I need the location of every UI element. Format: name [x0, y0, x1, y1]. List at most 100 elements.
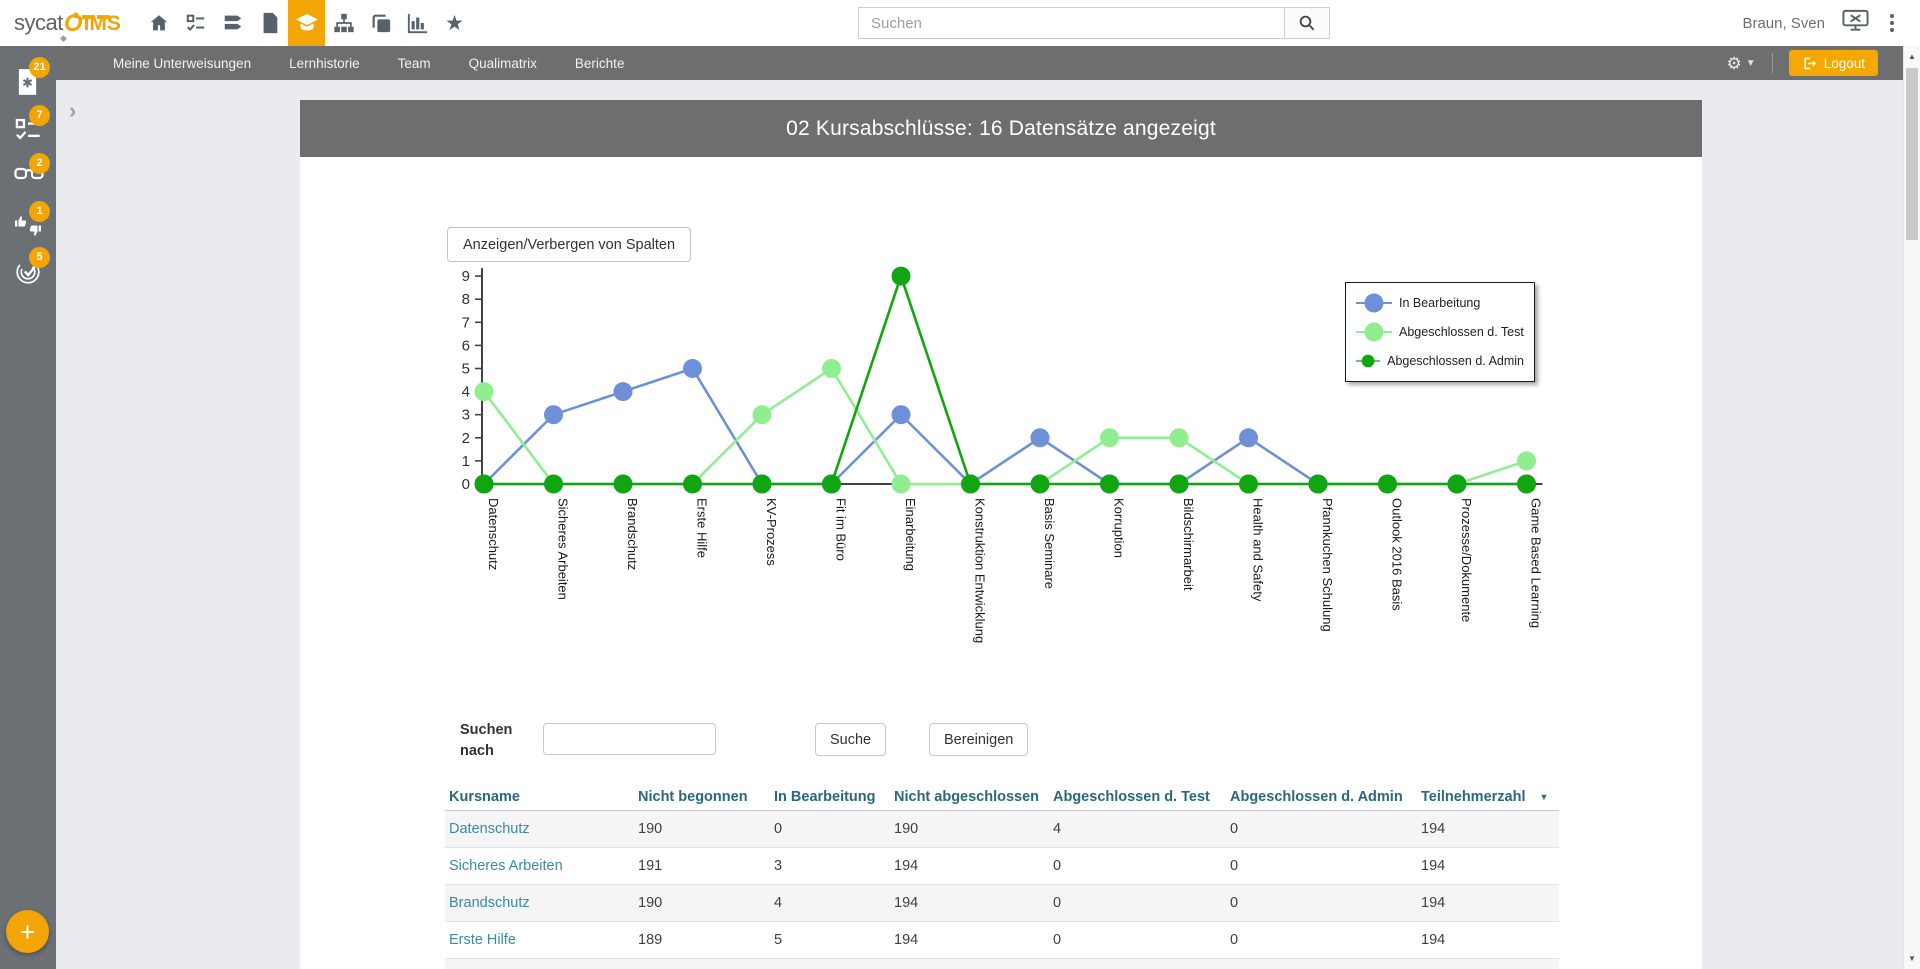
course-table: Kursname Nicht begonnen In Bearbeitung N… — [445, 783, 1559, 959]
data-point[interactable] — [683, 359, 702, 378]
settings-gear-icon[interactable]: ⚙ ▼ — [1726, 53, 1756, 73]
sitemap-icon[interactable] — [325, 0, 362, 46]
data-point[interactable] — [683, 474, 702, 494]
data-point[interactable] — [1239, 428, 1258, 448]
data-point[interactable] — [1169, 474, 1189, 494]
home-icon[interactable] — [140, 0, 177, 46]
report-panel: 02 Kursabschlüsse: 16 Datensätze angezei… — [300, 100, 1702, 969]
data-point[interactable] — [1169, 428, 1189, 448]
legend-item[interactable]: Abgeschlossen d. Test — [1356, 321, 1524, 343]
global-search-input[interactable] — [858, 7, 1285, 39]
x-category-label: KV-Prozess — [764, 498, 779, 566]
cell-abgeschlossen-admin: 0 — [1230, 858, 1239, 874]
course-name-link[interactable]: Sicheres Arbeiten — [449, 858, 563, 874]
nav-qualimatrix[interactable]: Qualimatrix — [468, 55, 537, 71]
app-logo: sycat O IMS ●▬▬ ◆ — [14, 7, 121, 43]
sidebar-completed-check[interactable]: 5 — [14, 247, 50, 286]
y-tick-label: 0 — [462, 476, 470, 493]
nav-lernhistorie[interactable]: Lernhistorie — [289, 55, 360, 71]
overflow-menu-icon[interactable] — [1886, 10, 1898, 36]
col-abgeschlossen-test[interactable]: Abgeschlossen d. Test — [1053, 788, 1210, 805]
layers-icon[interactable] — [214, 0, 251, 46]
logo-o-swoosh: O — [63, 10, 83, 37]
sort-desc-icon[interactable]: ▼ — [1539, 791, 1549, 802]
cell-abgeschlossen-test: 4 — [1053, 821, 1062, 837]
data-point[interactable] — [961, 474, 980, 494]
data-point[interactable] — [613, 474, 633, 494]
document-icon[interactable] — [251, 0, 288, 46]
remote-session-icon[interactable] — [1842, 9, 1869, 37]
table-search-label: Suchen nach — [460, 722, 513, 760]
legend-item[interactable]: Abgeschlossen d. Admin — [1356, 350, 1524, 372]
col-teilnehmerzahl-label: Teilnehmerzahl — [1421, 788, 1526, 805]
cell-in-bearbeitung: 0 — [774, 821, 783, 837]
scrollbar-down-arrow[interactable]: ▼ — [1908, 954, 1916, 963]
data-point[interactable] — [474, 474, 494, 494]
x-category-label: Erste Hilfe — [695, 498, 710, 558]
col-nicht-abgeschlossen[interactable]: Nicht abgeschlossen — [894, 788, 1040, 805]
data-point[interactable] — [1030, 474, 1050, 494]
logout-button[interactable]: Logout — [1788, 50, 1878, 76]
data-point[interactable] — [474, 382, 494, 402]
learning-icon[interactable] — [288, 0, 325, 46]
toggle-columns-button[interactable]: Anzeigen/Verbergen von Spalten — [447, 227, 692, 262]
table-search-button[interactable]: Suche — [815, 723, 887, 756]
table-clear-button[interactable]: Bereinigen — [929, 723, 1029, 756]
copy-pages-icon[interactable] — [362, 0, 399, 46]
table-row: Datenschutz 190 0 190 4 0 194 — [445, 811, 1559, 848]
scrollbar-thumb[interactable] — [1906, 68, 1918, 240]
bar-chart-icon[interactable] — [399, 0, 436, 46]
col-nicht-begonnen[interactable]: Nicht begonnen — [638, 788, 748, 805]
y-tick-label: 7 — [462, 314, 470, 331]
sidebar-documents[interactable]: 21 — [14, 57, 50, 96]
data-point[interactable] — [1517, 474, 1536, 494]
legend-item[interactable]: In Bearbeitung — [1356, 292, 1524, 314]
badge-feedback: 1 — [29, 201, 50, 222]
nav-berichte[interactable]: Berichte — [574, 55, 625, 71]
sidebar-reading-glasses[interactable]: 2 — [14, 153, 50, 192]
data-point[interactable] — [1030, 428, 1050, 448]
data-point[interactable] — [891, 405, 911, 425]
course-name-link[interactable]: Erste Hilfe — [449, 932, 516, 948]
cell-in-bearbeitung: 5 — [774, 932, 783, 948]
data-point[interactable] — [1100, 474, 1119, 494]
page-scrollbar[interactable]: ▲ ▼ — [1903, 46, 1920, 969]
data-point[interactable] — [544, 405, 563, 425]
data-point[interactable] — [822, 359, 841, 378]
data-point[interactable] — [891, 474, 911, 494]
data-point[interactable] — [891, 266, 911, 286]
data-point[interactable] — [544, 474, 563, 494]
user-area: Braun, Sven — [1742, 0, 1898, 46]
col-teilnehmerzahl[interactable]: Teilnehmerzahl ▼ — [1417, 789, 1559, 805]
data-point[interactable] — [822, 474, 841, 494]
scrollbar-up-arrow[interactable]: ▲ — [1908, 52, 1916, 61]
data-point[interactable] — [1239, 474, 1258, 494]
col-abgeschlossen-admin[interactable]: Abgeschlossen d. Admin — [1230, 788, 1403, 805]
data-point[interactable] — [1447, 474, 1467, 494]
nav-team[interactable]: Team — [397, 55, 431, 71]
data-point[interactable] — [752, 405, 772, 425]
favorites-star-icon[interactable]: ★ — [445, 11, 464, 35]
data-point[interactable] — [613, 382, 633, 402]
sidebar-feedback-thumbs[interactable]: 1 — [14, 201, 50, 240]
checklist-icon[interactable] — [177, 0, 214, 46]
col-kursname[interactable]: Kursname — [449, 788, 520, 805]
data-point[interactable] — [1308, 474, 1328, 494]
sidebar-tasks[interactable]: 7 — [14, 105, 50, 144]
top-bar: sycat O IMS ●▬▬ ◆ ★ — [0, 0, 1920, 46]
table-search-input[interactable] — [543, 723, 716, 755]
data-point[interactable] — [1100, 428, 1119, 448]
table-header-row: Kursname Nicht begonnen In Bearbeitung N… — [445, 783, 1559, 811]
nav-meine-unterweisungen[interactable]: Meine Unterweisungen — [113, 55, 252, 71]
data-point[interactable] — [752, 474, 772, 494]
col-in-bearbeitung[interactable]: In Bearbeitung — [774, 788, 876, 805]
global-search-button[interactable] — [1285, 7, 1330, 39]
course-name-link[interactable]: Brandschutz — [449, 895, 530, 911]
course-name-link[interactable]: Datenschutz — [449, 821, 530, 837]
sidebar-expand-chevron-icon[interactable]: › — [69, 98, 77, 123]
x-category-label: Sicheres Arbeiten — [556, 498, 571, 600]
add-fab-button[interactable]: + — [6, 910, 49, 953]
data-point[interactable] — [1517, 451, 1536, 471]
logout-label: Logout — [1823, 55, 1865, 71]
data-point[interactable] — [1378, 474, 1397, 494]
